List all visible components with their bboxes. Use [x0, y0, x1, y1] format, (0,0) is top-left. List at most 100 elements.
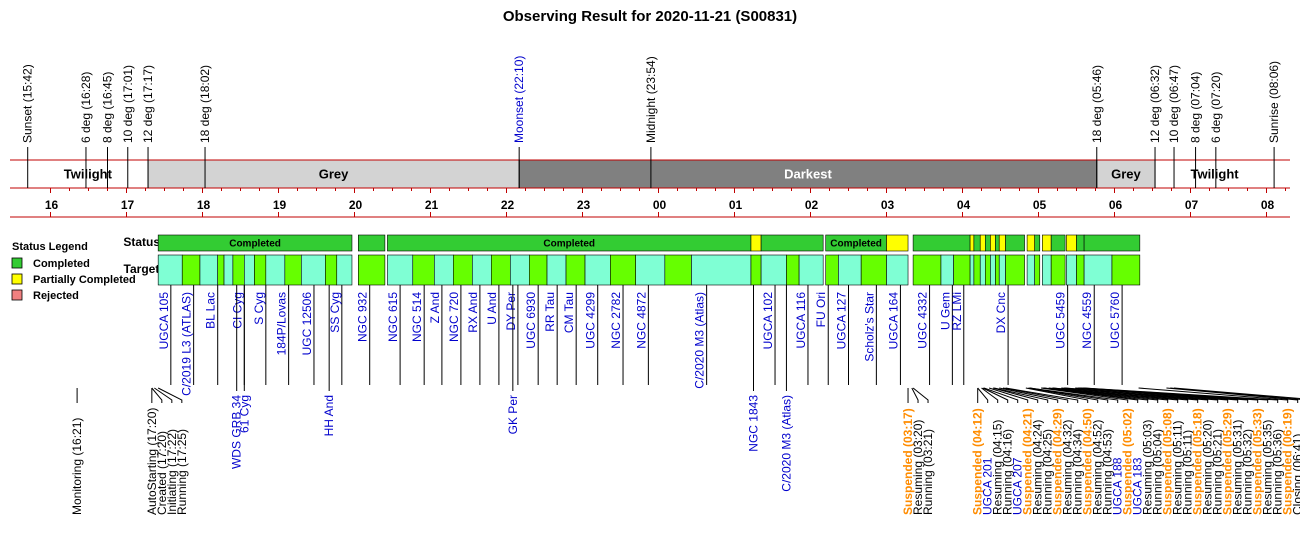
target-label-24: UGCA 116 [794, 292, 808, 349]
target-label-21: NGC 4872 [634, 292, 648, 349]
event-leader-42 [1173, 387, 1300, 400]
lower-target-label-1: 61 Cyg [237, 395, 251, 433]
target-segment-3 [217, 254, 225, 286]
status-segment-15 [1005, 234, 1025, 252]
event-label-7: Running (03:21) [921, 429, 935, 515]
event-leader-12 [983, 387, 1019, 403]
target-label-11: Z And [428, 292, 442, 323]
target-segment-14 [387, 254, 414, 286]
status-segment-6 [886, 234, 909, 252]
event-leader-20 [1028, 387, 1099, 403]
band-label-1: Grey [319, 167, 349, 182]
twilight-event-label-11: 8 deg (07:04) [1189, 72, 1203, 143]
event-leader-38 [1084, 387, 1279, 403]
hour-tick-label-16: 08 [1261, 198, 1275, 212]
lower-target-label-5: C/2020 M3 (Atlas) [779, 395, 793, 492]
event-label-6: Resuming (03:20) [911, 420, 925, 515]
status-segment-13 [995, 234, 1000, 252]
target-segment-47 [1005, 254, 1025, 286]
band-darkest-2 [519, 160, 1097, 188]
hour-tick-label-9: 01 [729, 198, 743, 212]
status-segment-1 [357, 234, 386, 252]
hour-tick-label-1: 17 [121, 198, 135, 212]
band-label-2: Darkest [784, 167, 832, 182]
event-label-21: Running (04:53) [1101, 429, 1115, 515]
twilight-event-label-3: 10 deg (17:01) [121, 65, 135, 143]
legend-swatch-0 [11, 257, 23, 269]
hour-tick-label-14: 06 [1109, 198, 1123, 212]
target-segment-5 [232, 254, 245, 286]
event-label-28: Resuming (05:11) [1171, 421, 1185, 516]
targets-row-label: Targets [124, 262, 167, 276]
target-label-15: DY Per [504, 292, 518, 330]
target-label-26: UGCA 127 [835, 292, 849, 350]
event-label-9: UGCA 201 [981, 457, 995, 515]
target-segment-1 [181, 254, 201, 286]
event-leader-26 [1043, 387, 1159, 403]
target-segment-18 [471, 254, 492, 286]
status-segment-label-0: Completed [229, 239, 281, 250]
event-leader-22 [1029, 387, 1119, 403]
status-segment-20 [1066, 234, 1077, 252]
status-segment-21 [1076, 234, 1085, 252]
target-segment-0 [157, 254, 183, 286]
event-leader-29 [1052, 387, 1189, 403]
status-segment-9 [973, 234, 981, 252]
target-segment-31 [786, 254, 800, 286]
target-label-13: RX And [466, 292, 480, 333]
target-segment-53 [1076, 254, 1085, 286]
event-leader-13 [988, 387, 1029, 403]
target-label-5: 184P/Lovas [275, 292, 289, 355]
target-segment-55 [1111, 254, 1141, 286]
event-label-35: Running (05:32) [1241, 429, 1255, 515]
target-segment-28 [691, 254, 752, 286]
target-segment-21 [528, 254, 548, 286]
target-segment-6 [244, 254, 255, 286]
event-label-15: Running (04:25) [1041, 429, 1055, 515]
target-segment-16 [433, 254, 454, 286]
band-grey-3 [1096, 160, 1156, 188]
hour-tick-label-11: 03 [881, 198, 895, 212]
twilight-event-label-12: 6 deg (07:20) [1209, 72, 1223, 143]
status-segment-19 [1050, 234, 1066, 252]
event-label-34: Resuming (05:31) [1231, 420, 1245, 515]
target-segment-33 [825, 254, 839, 286]
event-leader-11 [982, 387, 1009, 403]
hour-tick-label-2: 18 [197, 198, 211, 212]
legend-label-2: Rejected [33, 290, 79, 302]
target-segment-24 [584, 254, 611, 286]
target-segment-35 [860, 254, 887, 286]
target-segment-7 [254, 254, 267, 286]
target-segment-17 [452, 254, 473, 286]
target-segment-41 [973, 254, 981, 286]
target-segment-49 [1034, 254, 1041, 286]
target-segment-39 [953, 254, 971, 286]
target-segment-2 [199, 254, 218, 286]
target-segment-46 [998, 254, 1006, 286]
target-segment-37 [912, 254, 942, 286]
event-label-12: UGCA 207 [1011, 457, 1025, 515]
target-segment-8 [265, 254, 286, 286]
event-label-11: Running (04:16) [1001, 429, 1015, 515]
legend-swatch-1 [11, 273, 23, 285]
target-segment-25 [610, 254, 636, 286]
event-label-3: Initiating (17:22) [165, 429, 179, 515]
target-label-35: UGC 5760 [1108, 292, 1122, 349]
target-segment-38 [940, 254, 954, 286]
status-row-label: Status [123, 235, 160, 249]
status-segment-22 [1083, 234, 1141, 252]
target-label-6: UGC 12506 [300, 292, 314, 356]
target-segment-29 [750, 254, 762, 286]
lower-target-label-3: GK Per [506, 395, 520, 434]
twilight-event-label-4: 12 deg (17:17) [141, 65, 155, 143]
event-label-26: Running (05:04) [1151, 429, 1165, 515]
twilight-event-label-1: 6 deg (16:28) [79, 72, 93, 143]
event-leader-17 [1002, 387, 1069, 403]
target-label-20: NGC 2782 [609, 292, 623, 349]
target-segment-42 [979, 254, 986, 286]
band-label-4: Twilight [1190, 167, 1239, 182]
status-segment-18 [1042, 234, 1052, 252]
target-segment-51 [1050, 254, 1066, 286]
target-label-22: C/2020 M3 (Atlas) [693, 292, 707, 389]
